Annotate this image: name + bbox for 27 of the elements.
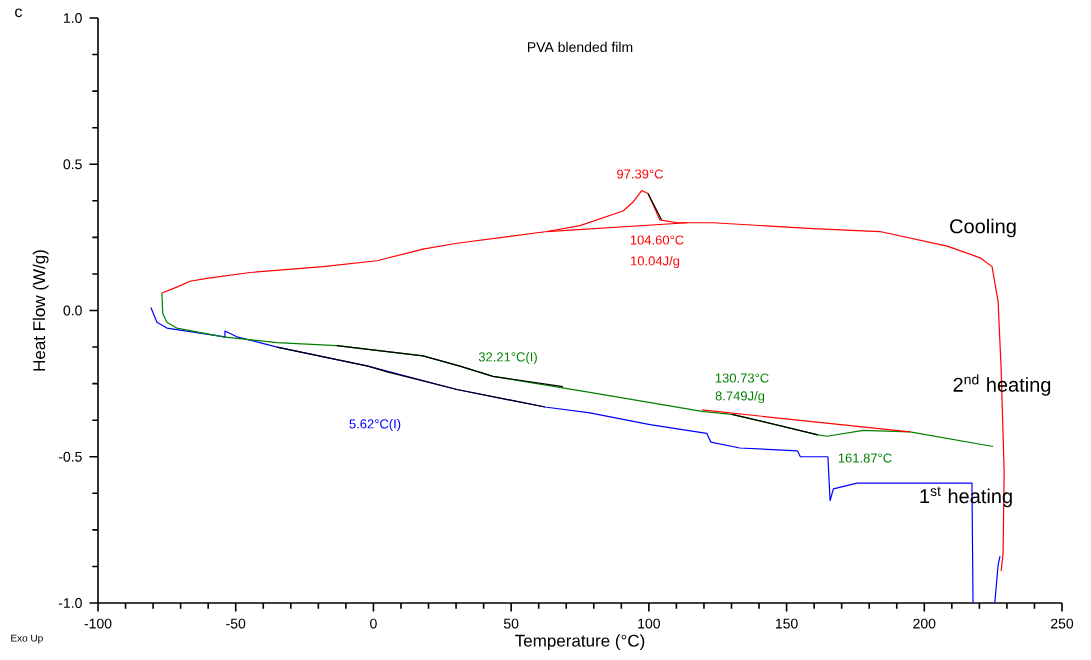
text: c — [15, 8, 22, 18]
y-tick-label: 0.0 — [63, 305, 82, 316]
annotation: 104.60°C — [630, 235, 684, 245]
x-tick-label: 100 — [638, 618, 660, 629]
annotation: 97.39°C — [617, 169, 664, 179]
annotation: 161.87°C — [838, 453, 892, 463]
x-tick-label: -50 — [226, 618, 246, 629]
annotation: 10.04J/g — [631, 255, 680, 269]
x-axis-title: Temperature (°C) — [515, 634, 645, 651]
x-tick-label: 50 — [503, 618, 519, 629]
y-axis-title: Heat Flow (W/g) — [32, 250, 49, 371]
y-tick-label: -0.5 — [58, 451, 82, 462]
annotation: 32.21°C(I) — [478, 351, 537, 365]
annotation: 130.73°C — [715, 373, 769, 383]
annotation: 5.62°C(I) — [349, 418, 401, 432]
text: Exo Up — [11, 634, 43, 644]
y-tick-label: 0.5 — [63, 159, 82, 170]
y-tick-label: -1.0 — [58, 598, 82, 608]
x-tick-label: 0 — [370, 618, 377, 629]
x-tick-label: -100 — [84, 618, 112, 629]
x-tick-label: 200 — [913, 618, 936, 629]
annotation: 8.749J/g — [715, 390, 765, 404]
x-tick-label: 150 — [775, 618, 798, 629]
annotation: Cooling — [950, 218, 1016, 238]
text: PVA blended film — [527, 41, 633, 53]
y-tick-label: 1.0 — [64, 13, 82, 23]
x-tick-label: 250 — [1051, 618, 1074, 629]
